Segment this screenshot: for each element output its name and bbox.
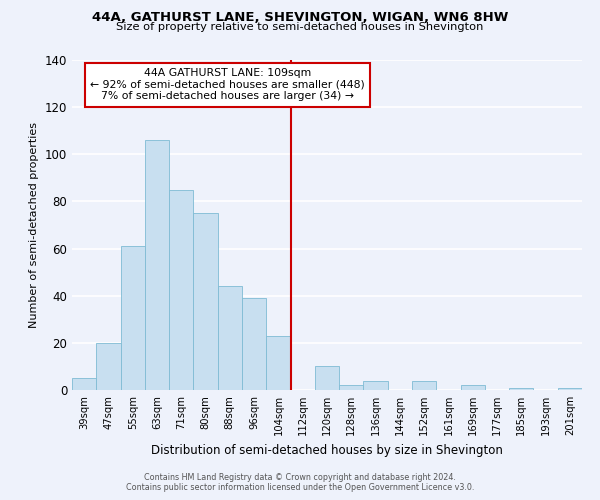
Bar (121, 246, 145, 390)
Bar (558, 388, 582, 390)
Y-axis label: Number of semi-detached properties: Number of semi-detached properties (29, 122, 39, 328)
Bar (218, 286, 242, 390)
Bar (193, 213, 218, 390)
Bar (169, 190, 193, 390)
Bar (339, 386, 364, 390)
Bar (266, 336, 290, 390)
Bar (242, 298, 266, 390)
Text: Size of property relative to semi-detached houses in Shevington: Size of property relative to semi-detach… (116, 22, 484, 32)
Bar (412, 380, 436, 390)
Bar (461, 386, 485, 390)
Text: 44A GATHURST LANE: 109sqm
← 92% of semi-detached houses are smaller (448)
7% of : 44A GATHURST LANE: 109sqm ← 92% of semi-… (90, 68, 365, 102)
Text: Contains HM Land Registry data © Crown copyright and database right 2024.
Contai: Contains HM Land Registry data © Crown c… (126, 473, 474, 492)
Text: 44A, GATHURST LANE, SHEVINGTON, WIGAN, WN6 8HW: 44A, GATHURST LANE, SHEVINGTON, WIGAN, W… (92, 11, 508, 24)
Bar (72, 378, 96, 390)
Bar (509, 388, 533, 390)
X-axis label: Distribution of semi-detached houses by size in Shevington: Distribution of semi-detached houses by … (151, 444, 503, 456)
Bar (96, 343, 121, 390)
Bar (315, 366, 339, 390)
Bar (145, 140, 169, 390)
Bar (364, 380, 388, 390)
